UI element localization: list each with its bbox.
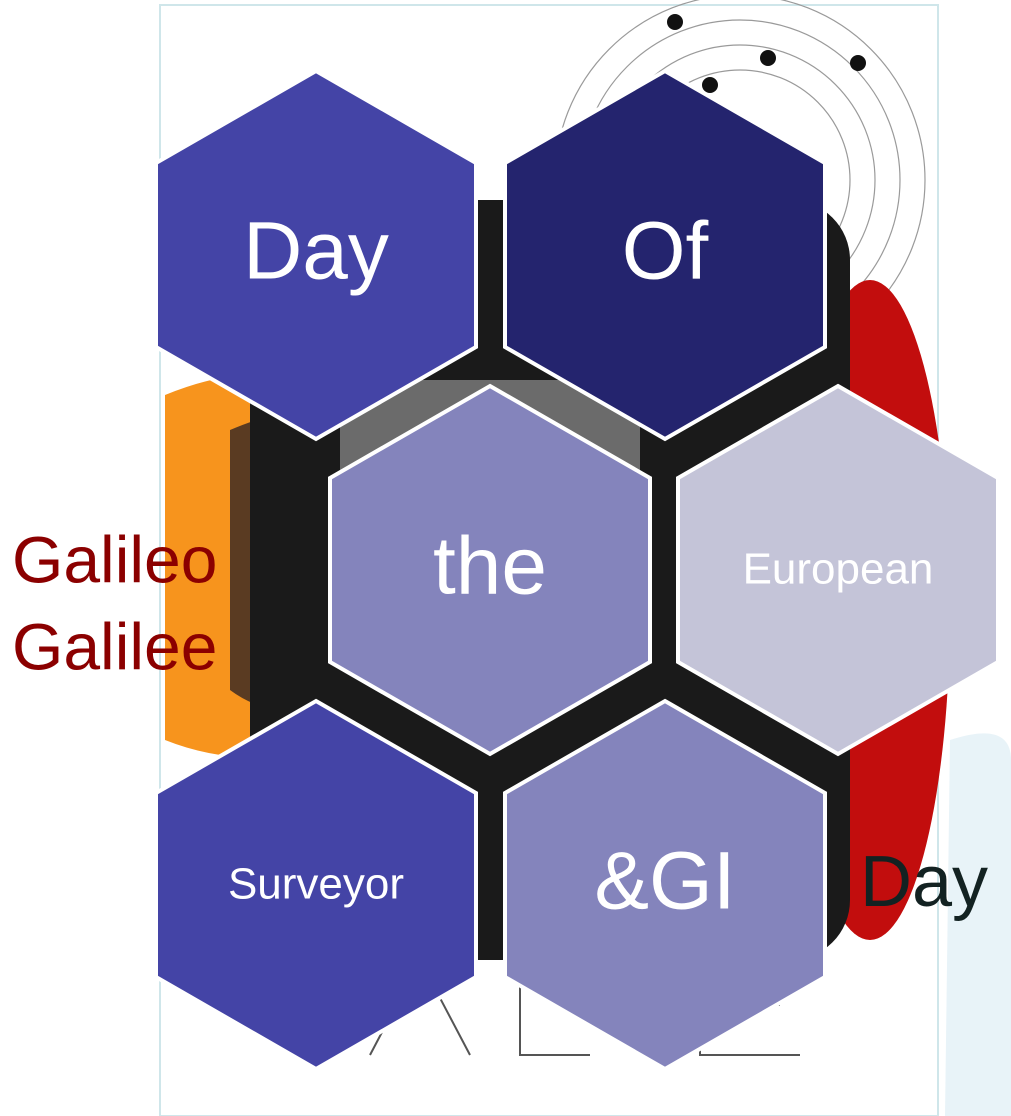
side-title-line: Galileo: [12, 522, 217, 596]
side-label: Day: [860, 842, 988, 922]
hexagon-label: Day: [243, 206, 389, 297]
side-title-line: Galilee: [12, 609, 217, 683]
page: Day Of the European Surveyor&GI Galileo Gali…: [0, 0, 1011, 1116]
hexagon-label: Surveyor: [228, 860, 404, 909]
hexagon-label: the: [433, 521, 547, 612]
corner-decor: [945, 733, 1011, 1116]
hexagon-label: Of: [622, 206, 709, 297]
hexagon-label: European: [743, 545, 934, 594]
hexagon-label: &GI: [594, 836, 735, 927]
poster: Day Of the European Surveyor&GI Galileo Gali…: [0, 0, 1011, 1116]
